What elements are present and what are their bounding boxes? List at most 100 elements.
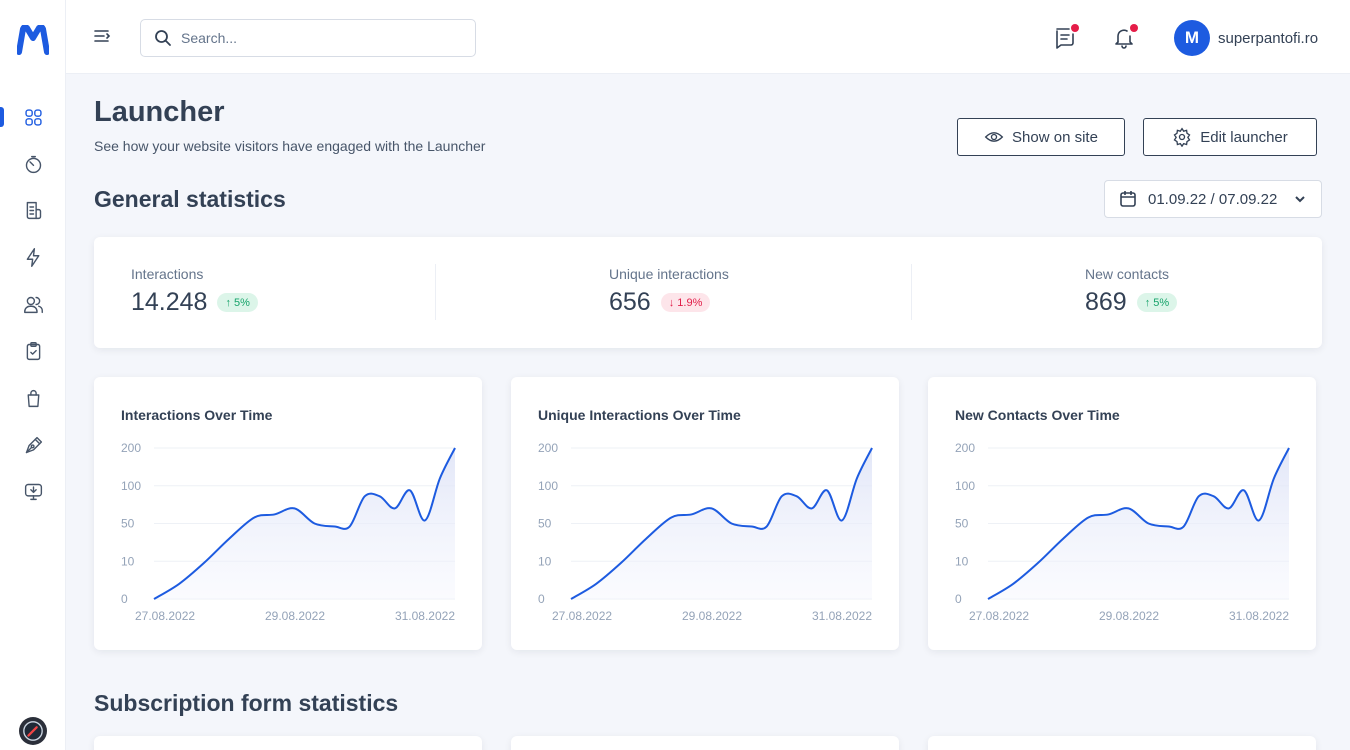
show-on-site-label: Show on site bbox=[1012, 128, 1098, 146]
x-tick-label: 29.08.2022 bbox=[682, 609, 742, 623]
stat-value: 14.248 bbox=[131, 288, 208, 316]
sidebar-item-dashboard[interactable] bbox=[0, 100, 66, 134]
sidebar bbox=[0, 0, 66, 750]
subscription-card bbox=[511, 736, 899, 750]
chart-title: Interactions Over Time bbox=[121, 407, 273, 423]
chat-icon bbox=[1056, 28, 1074, 49]
sidebar-item-contacts[interactable] bbox=[0, 287, 66, 321]
eye-icon bbox=[984, 132, 1004, 142]
y-tick-label: 0 bbox=[121, 592, 128, 606]
stat-interactions: Interactions 14.248 ↑ 5% bbox=[131, 237, 258, 348]
x-tick-label: 31.08.2022 bbox=[395, 609, 455, 623]
y-tick-label: 0 bbox=[955, 592, 962, 606]
menu-toggle-icon[interactable] bbox=[92, 26, 114, 48]
y-tick-label: 100 bbox=[955, 479, 975, 493]
users-icon bbox=[23, 296, 43, 313]
x-tick-label: 27.08.2022 bbox=[552, 609, 612, 623]
sidebar-item-design[interactable] bbox=[0, 428, 66, 462]
grid-icon bbox=[24, 108, 42, 126]
app-logo[interactable] bbox=[16, 24, 50, 55]
stat-value: 869 bbox=[1085, 288, 1127, 316]
arrow-up-icon: ↑ bbox=[1144, 296, 1154, 309]
sidebar-item-tasks[interactable] bbox=[0, 334, 66, 368]
subscription-card bbox=[94, 736, 482, 750]
y-tick-label: 200 bbox=[955, 441, 975, 455]
notification-dot bbox=[1071, 24, 1079, 32]
compass-icon[interactable] bbox=[19, 717, 47, 745]
clipboard-check-icon bbox=[26, 341, 40, 360]
user-menu[interactable]: M superpantofi.ro bbox=[1174, 20, 1318, 56]
page-title: Launcher bbox=[94, 96, 225, 128]
bolt-icon bbox=[26, 247, 39, 267]
dial-icon bbox=[25, 155, 41, 173]
series-line bbox=[153, 447, 456, 600]
x-tick-label: 31.08.2022 bbox=[812, 609, 872, 623]
x-tick-label: 29.08.2022 bbox=[1099, 609, 1159, 623]
sidebar-item-forms[interactable] bbox=[0, 193, 66, 227]
sidebar-item-install[interactable] bbox=[0, 474, 66, 508]
search-icon bbox=[155, 30, 171, 46]
x-tick-label: 31.08.2022 bbox=[1229, 609, 1289, 623]
topbar: M superpantofi.ro bbox=[66, 0, 1350, 74]
y-tick-label: 100 bbox=[121, 479, 141, 493]
x-tick-label: 27.08.2022 bbox=[135, 609, 195, 623]
chart-card-interactions: Interactions Over Time 200 100 50 10 0 27.08.… bbox=[94, 377, 482, 650]
subscription-statistics-title: Subscription form statistics bbox=[94, 690, 399, 716]
bell-icon bbox=[1115, 29, 1133, 49]
edit-launcher-button[interactable]: Edit launcher bbox=[1143, 118, 1317, 156]
x-tick-label: 27.08.2022 bbox=[969, 609, 1029, 623]
stat-label: New contacts bbox=[1085, 266, 1170, 282]
y-tick-label: 200 bbox=[538, 441, 558, 455]
trend-value: 5% bbox=[1153, 296, 1170, 309]
series-line bbox=[987, 447, 1290, 600]
date-range-picker[interactable]: 01.09.22 / 07.09.22 bbox=[1104, 180, 1322, 218]
avatar: M bbox=[1174, 20, 1210, 56]
y-tick-label: 200 bbox=[121, 441, 141, 455]
y-tick-label: 100 bbox=[538, 479, 558, 493]
general-stats-card: Interactions 14.248 ↑ 5% Unique interact… bbox=[94, 237, 1322, 348]
stat-value: 656 bbox=[609, 288, 651, 316]
show-on-site-button[interactable]: Show on site bbox=[957, 118, 1125, 156]
trend-badge: ↑ 5% bbox=[217, 293, 258, 312]
y-tick-label: 50 bbox=[121, 517, 135, 531]
y-tick-label: 50 bbox=[955, 517, 969, 531]
series-area bbox=[988, 448, 1289, 599]
chart-title: New Contacts Over Time bbox=[955, 407, 1120, 423]
stat-label: Unique interactions bbox=[609, 266, 729, 282]
arrow-down-icon: ↓ bbox=[668, 296, 678, 309]
monitor-download-icon bbox=[24, 483, 42, 500]
sidebar-item-shop[interactable] bbox=[0, 381, 66, 415]
divider bbox=[435, 264, 436, 320]
notification-dot bbox=[1130, 24, 1138, 32]
pen-nib-icon bbox=[25, 436, 42, 453]
bag-icon bbox=[27, 389, 39, 407]
stat-label: Interactions bbox=[131, 266, 204, 282]
username: superpantofi.ro bbox=[1218, 29, 1319, 47]
search-box bbox=[140, 19, 476, 57]
divider bbox=[911, 264, 912, 320]
series-area bbox=[571, 448, 872, 599]
notifications-button[interactable] bbox=[1112, 24, 1138, 51]
series-line bbox=[570, 447, 873, 600]
messages-button[interactable] bbox=[1053, 24, 1079, 51]
y-tick-label: 50 bbox=[538, 517, 552, 531]
calendar-icon bbox=[1120, 191, 1136, 207]
stat-unique-interactions: Unique interactions 656 ↓ 1.9% bbox=[609, 237, 729, 348]
x-tick-label: 29.08.2022 bbox=[265, 609, 325, 623]
y-tick-label: 10 bbox=[538, 554, 552, 568]
chart-title: Unique Interactions Over Time bbox=[538, 407, 741, 423]
trend-value: 1.9% bbox=[677, 296, 703, 309]
search-input[interactable] bbox=[181, 30, 461, 46]
page-subtitle: See how your website visitors have engag… bbox=[94, 138, 486, 154]
trend-badge: ↑ 5% bbox=[1136, 293, 1178, 312]
sidebar-item-automations[interactable] bbox=[0, 240, 66, 274]
date-range-text: 01.09.22 / 07.09.22 bbox=[1148, 190, 1278, 208]
sidebar-item-analytics[interactable] bbox=[0, 147, 66, 181]
series-area bbox=[154, 448, 455, 599]
gear-icon bbox=[1173, 127, 1191, 147]
y-tick-label: 10 bbox=[121, 554, 135, 568]
subscription-card bbox=[928, 736, 1316, 750]
